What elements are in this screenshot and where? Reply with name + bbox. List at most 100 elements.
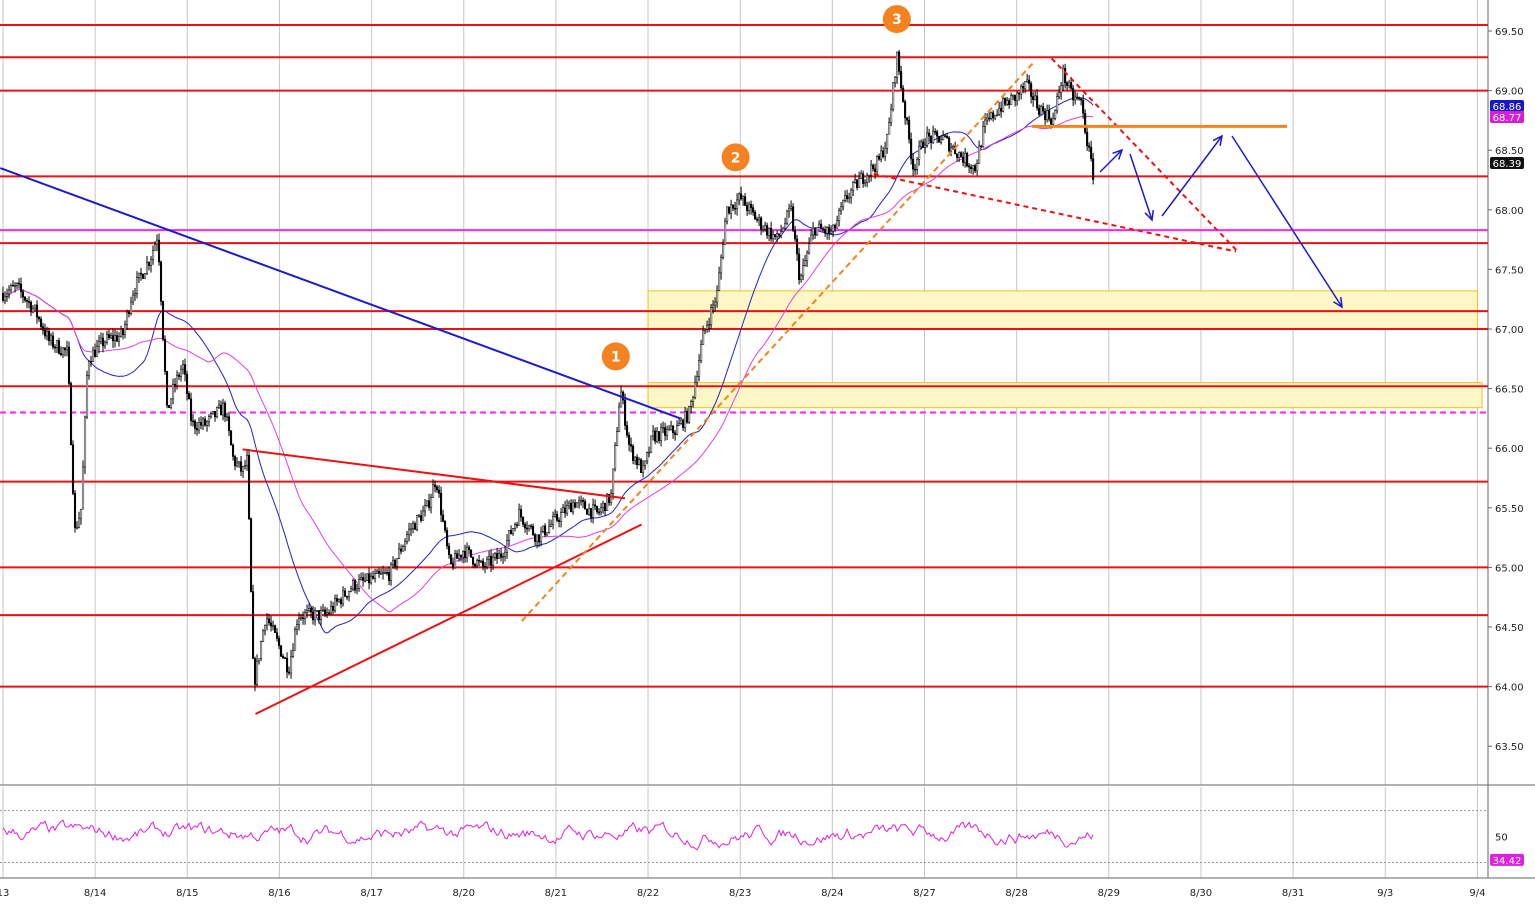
candle-body-436 [874, 168, 877, 173]
candle-body-102 [205, 421, 209, 426]
candle-body-142 [285, 658, 289, 673]
candle-body-329 [660, 427, 663, 441]
price-tick-label-5: 67.00 [1495, 325, 1524, 336]
candle-body-137 [275, 632, 279, 639]
candle-body-209 [420, 515, 423, 521]
wave-badge-3 [882, 5, 911, 34]
candle-body-484 [970, 166, 973, 170]
candle-body-271 [544, 525, 547, 536]
candle-body-414 [830, 231, 833, 234]
candle-body-465 [932, 131, 935, 143]
candle-body-169 [339, 599, 343, 605]
candle-body-3 [7, 289, 11, 295]
candle-body-309 [620, 391, 623, 408]
candle-body-454 [910, 138, 913, 160]
candle-body-204 [410, 528, 413, 531]
price-tick-label-2: 68.50 [1495, 146, 1524, 157]
candle-body-237 [476, 559, 479, 567]
candle-body-25 [51, 335, 55, 348]
candle-body-264 [530, 525, 533, 528]
candle-body-345 [692, 397, 695, 402]
candle-body-214 [430, 497, 433, 508]
candle-body-355 [712, 304, 715, 308]
candle-body-54 [109, 335, 113, 338]
candle-body-203 [408, 528, 411, 536]
price-tick-label-3: 68.00 [1495, 206, 1524, 217]
candle-body-213 [428, 500, 431, 508]
candle-body-320 [642, 465, 645, 473]
candle-body-106 [213, 411, 217, 418]
candle-body-536 [1074, 96, 1077, 101]
candle-body-513 [1028, 79, 1031, 84]
forecast-arrows [1099, 134, 1343, 309]
moving-averages [2, 97, 1094, 634]
candle-body-319 [640, 459, 643, 473]
candle-body-364 [730, 204, 733, 214]
candle-body-189 [379, 573, 383, 575]
candle-body-66 [133, 293, 137, 296]
candle-body-306 [614, 445, 617, 470]
candle-body-81 [163, 339, 167, 372]
candle-body-145 [291, 650, 295, 657]
candle-body-236 [474, 564, 477, 567]
candle-body-216 [434, 484, 437, 488]
candle-body-74 [149, 259, 153, 266]
candle-body-183 [367, 573, 371, 584]
candle-body-167 [335, 598, 339, 602]
candle-body-403 [808, 243, 811, 254]
wave-badge-label-3: 3 [892, 12, 902, 28]
price-tag-1 [1490, 111, 1524, 123]
candle-body-292 [586, 508, 589, 515]
candle-body-474 [950, 147, 953, 152]
candle-body-234 [470, 549, 473, 558]
candle-body-351 [704, 329, 707, 332]
candle-body-251 [504, 552, 507, 557]
candle-body-535 [1072, 88, 1075, 101]
candle-body-331 [664, 427, 667, 436]
candle-body-325 [652, 430, 655, 437]
candle-body-53 [107, 334, 111, 338]
candle-body-143 [287, 671, 291, 674]
candle-body-273 [548, 525, 551, 533]
time-tick-label-16: 9/4 [1469, 888, 1485, 899]
candle-body-431 [864, 181, 867, 184]
time-tick-label-0: 13 [0, 888, 9, 899]
candle-body-504 [1010, 95, 1013, 106]
candle-body-68 [137, 272, 141, 278]
time-tick-label-4: 8/17 [360, 888, 382, 899]
arrow-3-head [1212, 134, 1224, 146]
candle-body-262 [526, 527, 529, 530]
candle-body-161 [323, 609, 327, 615]
arrow-1-head [1112, 148, 1124, 160]
candle-body-100 [201, 418, 205, 426]
candle-body-70 [141, 274, 145, 279]
candle-body-138 [277, 638, 281, 646]
candle-body-478 [958, 152, 961, 158]
candle-body-49 [99, 337, 103, 342]
candle-body-238 [478, 559, 481, 562]
candle-body-430 [862, 173, 865, 184]
trendline-red-dashed-b [1050, 57, 1239, 253]
candle-body-526 [1054, 110, 1057, 119]
candle-body-481 [964, 153, 967, 163]
time-tick-label-3: 8/16 [268, 888, 290, 899]
candle-body-198 [397, 548, 401, 559]
candle-body-457 [916, 159, 919, 170]
candle-body-486 [974, 165, 977, 172]
price-tick-label-1: 69.00 [1495, 87, 1524, 98]
candle-body-356 [714, 301, 717, 306]
candle-body-373 [748, 203, 751, 211]
candle-body-451 [904, 101, 907, 119]
candle-body-385 [772, 234, 775, 240]
candle-body-327 [656, 431, 659, 442]
candle-body-186 [373, 573, 377, 579]
candle-body-289 [580, 499, 583, 502]
candle-body-197 [395, 558, 399, 567]
candle-body-336 [674, 432, 677, 435]
candle-body-302 [606, 494, 609, 511]
price-tick-label-4: 67.50 [1495, 265, 1524, 276]
candle-body-182 [365, 573, 369, 581]
candle-body-301 [604, 502, 607, 511]
